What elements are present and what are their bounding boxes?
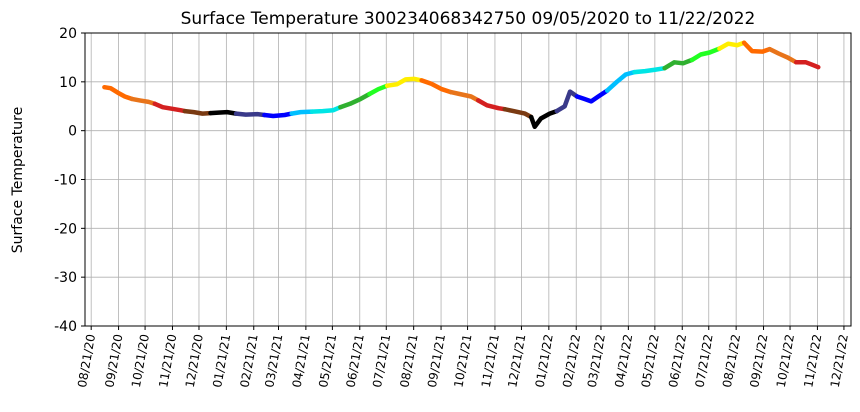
temperature-series-segment (574, 88, 610, 104)
temperature-series-segment (502, 106, 534, 120)
y-tick-label: 20 (59, 26, 77, 42)
grid-lines (85, 32, 851, 327)
temperature-series-segment (448, 89, 481, 103)
temperature-series-segment (632, 65, 667, 75)
temperature-series-segment (475, 98, 507, 112)
y-tick-label: -20 (54, 221, 77, 237)
y-tick-label: -30 (54, 270, 77, 286)
temperature-series-segment (338, 91, 372, 110)
temperature-series-segment (384, 76, 424, 88)
temperature-series-segment (419, 78, 454, 95)
temperature-series-segment (793, 60, 821, 70)
temperature-series-segment (767, 46, 799, 65)
y-tick-label: 0 (68, 124, 77, 140)
temperature-series-segment (309, 104, 343, 114)
temperature-series-segment (528, 108, 560, 130)
series-lines (102, 40, 821, 130)
y-axis-label: Surface Temperature (10, 107, 26, 253)
temperature-series-segment (182, 108, 213, 116)
temperature-series-segment (102, 84, 135, 102)
temperature-series-segment (367, 83, 390, 97)
temperature-series-segment (604, 69, 637, 93)
temperature-series-segment (262, 111, 294, 119)
y-tick-label: -40 (54, 319, 77, 335)
y-tick-label: -10 (54, 173, 77, 189)
temperature-series-segment (717, 40, 747, 51)
temperature-series-segment (152, 101, 188, 114)
temperature-series-segment (289, 109, 315, 116)
chart-title: Surface Temperature 300234068342750 09/0… (181, 9, 756, 29)
temperature-series-segment (208, 109, 239, 116)
temperature-series-segment (233, 111, 267, 118)
temperature-series-segment (689, 46, 722, 63)
temperature-series-segment (129, 96, 158, 107)
temperature-series-segment (554, 89, 580, 114)
y-tick-label: 10 (59, 75, 77, 91)
temperature-series-segment (662, 57, 695, 71)
temperature-series-segment (741, 40, 772, 54)
